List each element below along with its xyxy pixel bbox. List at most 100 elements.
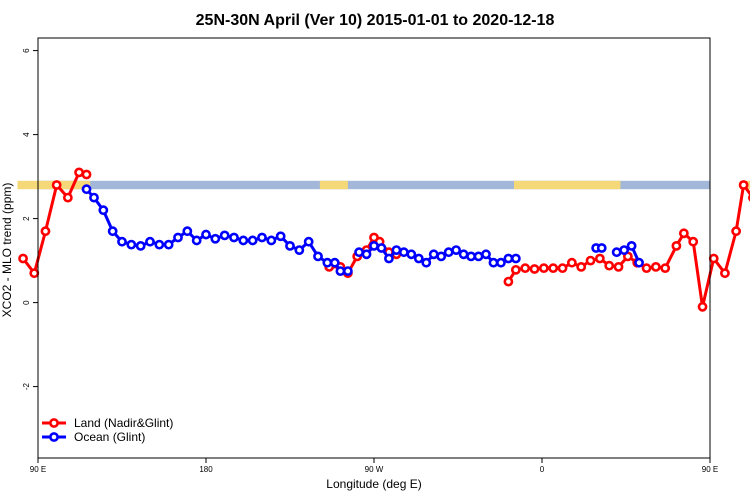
data-point (391, 245, 402, 255)
data-point (191, 235, 202, 246)
legend-entry: Ocean (Glint) (74, 430, 145, 444)
data-point (81, 184, 92, 195)
legend-marker (49, 418, 59, 428)
data-point (428, 249, 439, 260)
data-point (89, 192, 99, 203)
data-point (678, 228, 689, 239)
data-point (503, 276, 514, 287)
data-point (634, 257, 644, 268)
data-point (210, 233, 221, 244)
data-point (354, 247, 364, 258)
y-tick-label: 0 (22, 300, 31, 305)
data-point (145, 236, 155, 247)
x-axis-label: Longitude (deg E) (326, 477, 421, 491)
legend-entry: Land (Nadir&Glint) (74, 416, 173, 430)
data-point (285, 240, 295, 251)
data-point (619, 245, 630, 255)
data-point (613, 261, 624, 272)
data-point (443, 247, 454, 258)
legend-marker (49, 432, 59, 442)
data-point (436, 251, 447, 262)
data-point (18, 253, 28, 264)
data-point (576, 261, 587, 272)
ocean-strip (38, 180, 710, 190)
data-point (342, 266, 353, 276)
data-point (98, 205, 109, 216)
data-point (201, 229, 211, 240)
data-point (566, 257, 577, 268)
data-point (451, 245, 462, 255)
data-point (163, 239, 174, 250)
data-point (604, 260, 615, 271)
x-tick-label: 90 E (702, 465, 718, 474)
chart-title: 25N-30N April (Ver 10) 2015-01-01 to 202… (196, 12, 555, 29)
data-point (313, 251, 323, 262)
land-strip-segment (514, 180, 621, 190)
data-point (329, 257, 340, 268)
data-point (720, 268, 730, 279)
data-point (738, 180, 749, 190)
data-point (697, 301, 708, 312)
data-point (219, 230, 230, 241)
data-point (688, 236, 699, 247)
y-tick-label: -2 (22, 382, 31, 390)
land-strip-segment (319, 180, 348, 190)
data-point (29, 268, 40, 279)
data-point (322, 257, 333, 268)
data-point (510, 253, 521, 264)
y-tick-label: 6 (22, 48, 31, 53)
data-point (671, 240, 682, 251)
data-point (520, 263, 531, 274)
land-ocean-strip (17, 180, 750, 190)
data-point (594, 253, 605, 264)
data-point (641, 263, 652, 274)
data-point (557, 263, 568, 274)
data-point (135, 240, 146, 251)
y-tick-label: 2 (22, 216, 31, 221)
data-point (421, 257, 432, 268)
data-point (257, 232, 267, 243)
data-point (510, 264, 521, 275)
data-point (182, 226, 193, 237)
data-point (247, 235, 258, 246)
data-point (117, 236, 127, 247)
data-point (585, 255, 596, 266)
data-point (173, 232, 183, 243)
x-tick-label: 180 (199, 465, 213, 474)
data-point (529, 264, 540, 274)
series-line-ocean (85, 188, 348, 273)
data-point (335, 266, 346, 276)
data-point (294, 245, 305, 255)
data-point (303, 236, 314, 247)
data-point (126, 239, 137, 250)
data-point (376, 243, 387, 253)
data-point (488, 257, 499, 268)
data-point (238, 235, 249, 246)
data-point (538, 263, 549, 274)
data-point (51, 180, 62, 190)
data-point (548, 263, 559, 274)
data-point (503, 253, 514, 264)
data-point (81, 169, 92, 180)
data-point (611, 247, 622, 258)
data-point (62, 192, 73, 203)
data-point (266, 235, 277, 246)
data-point (361, 249, 372, 260)
data-point (731, 226, 742, 237)
y-axis: -2 0 2 4 6 (22, 48, 38, 390)
data-point (466, 251, 476, 262)
series-line-land (507, 183, 750, 309)
data-point (384, 253, 394, 264)
data-point (473, 251, 484, 262)
data-point (596, 243, 607, 253)
y-tick-label: 4 (22, 132, 31, 137)
legend: Land (Nadir&Glint)Ocean (Glint) (42, 416, 173, 444)
x-tick-label: 90 W (365, 465, 384, 474)
data-point (660, 263, 671, 274)
data-point (406, 249, 417, 260)
data-point (154, 239, 165, 250)
data-point (413, 253, 424, 264)
data-point (398, 247, 409, 258)
data-point (650, 261, 661, 272)
